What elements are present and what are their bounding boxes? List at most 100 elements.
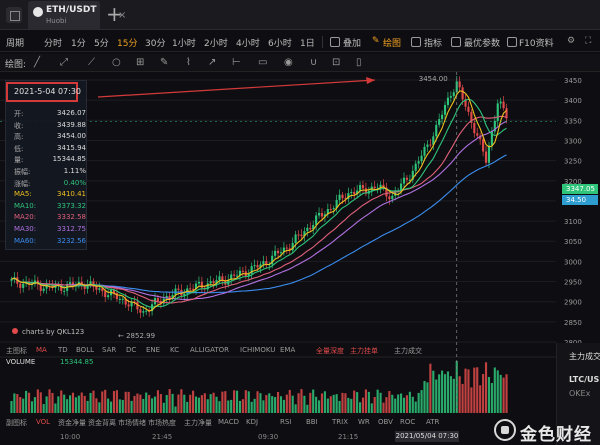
candle-body [136, 301, 139, 310]
sub-indicator-7[interactable]: MACD [218, 418, 239, 426]
info-row: MA60: 3232.56 [14, 237, 86, 247]
tab-close-icon[interactable]: × [118, 10, 127, 21]
add-tab-icon[interactable]: + [106, 2, 123, 26]
period-4h[interactable]: 4小时 [236, 39, 260, 49]
delete-tool-icon[interactable]: ▯ [356, 57, 362, 68]
sub-indicator-13[interactable]: OBV [378, 418, 393, 426]
comment-tool-icon[interactable]: ▭ [258, 57, 268, 68]
indicator-5[interactable]: DC [126, 346, 137, 354]
volume-bar [115, 390, 118, 413]
volume-bar [98, 402, 101, 413]
period-15m[interactable]: 15分 [117, 39, 138, 49]
measure-tool-icon[interactable]: ⊢ [232, 57, 241, 68]
volume-bar [458, 376, 461, 413]
ray-tool-icon[interactable]: ⤢ [60, 57, 68, 68]
date-highlight-box [6, 82, 78, 102]
chart-credit: charts by QKL123 [22, 328, 84, 336]
volume-bar [130, 400, 133, 413]
sub-indicator-2[interactable]: 资金净量 [58, 419, 86, 427]
candle-body [133, 301, 136, 303]
sub-indicator-5[interactable]: 市场热度 [148, 419, 176, 427]
candle-body [233, 274, 236, 276]
period-6h[interactable]: 6小时 [268, 39, 292, 49]
kline-chart[interactable]: 3450340033503300325032003150310030503000… [0, 72, 600, 445]
settings-gear-icon[interactable]: ⚙ [567, 36, 576, 46]
period-1d[interactable]: 1日 [300, 39, 315, 49]
volume-bar [411, 396, 414, 413]
volume-bar [408, 391, 411, 413]
sub-indicator-9[interactable]: RSI [280, 418, 292, 426]
brush-tool-icon[interactable]: ✎ [160, 57, 169, 68]
draw-button[interactable]: 绘图 [383, 39, 402, 49]
chart-overlays: 3454.00 ← 2852.99 charts by QKL123 [0, 72, 556, 413]
indicator-4[interactable]: SAR [102, 346, 117, 354]
line-tool-icon[interactable]: ╱ [34, 57, 41, 68]
app-menu-icon[interactable] [6, 7, 22, 23]
overlay-button[interactable]: 叠加 [343, 39, 362, 49]
f10-button[interactable]: F10资料 [519, 39, 554, 49]
volume-bar [271, 396, 274, 413]
volume-bar [332, 394, 335, 413]
sub-indicator-4[interactable]: 市场情绪 [118, 419, 146, 427]
indicator-13[interactable]: 主力成交 [394, 347, 422, 355]
sub-indicator-12[interactable]: WR [358, 418, 370, 426]
volume-bar [294, 404, 297, 413]
volume-bar [139, 394, 142, 413]
volume-bar [209, 394, 212, 413]
sub-indicator-8[interactable]: KDJ [246, 418, 259, 426]
candle-body [487, 145, 491, 163]
period-1m[interactable]: 1分 [71, 39, 86, 49]
lock-tool-icon[interactable]: ⊡ [332, 57, 341, 68]
path-tool-icon[interactable]: ⌇ [186, 57, 191, 68]
sub-indicator-14[interactable]: ROC [400, 418, 416, 426]
drawing-label: 绘图: [5, 60, 27, 70]
rect-tool-icon[interactable]: ⊞ [136, 57, 145, 68]
sub-indicator-11[interactable]: TRIX [332, 418, 348, 426]
sub-indicator-15[interactable]: ATR [426, 418, 440, 426]
period-2h[interactable]: 2小时 [204, 39, 228, 49]
eye-tool-icon[interactable]: ◉ [284, 57, 293, 68]
trend-tool-icon[interactable]: ⟋ [88, 57, 95, 68]
indicator-button[interactable]: 指标 [424, 39, 443, 49]
period-1h[interactable]: 1小时 [172, 39, 196, 49]
sub-indicator-10[interactable]: BBI [306, 418, 318, 426]
period-5m[interactable]: 5分 [94, 39, 109, 49]
indicator-1[interactable]: MA [36, 346, 47, 354]
chart-canvas[interactable]: 3450340033503300325032003150310030503000… [0, 72, 600, 445]
fullscreen-icon[interactable]: ⛶ [585, 36, 592, 46]
candle-body [361, 185, 365, 189]
magnet-tool-icon[interactable]: ∪ [310, 57, 318, 68]
indicator-8[interactable]: ALLIGATOR [190, 346, 229, 354]
indicator-7[interactable]: KC [170, 346, 180, 354]
indicator-2[interactable]: TD [58, 346, 68, 354]
period-30m[interactable]: 30分 [145, 39, 166, 49]
side-panel-pair[interactable]: LTC/USD [569, 375, 600, 384]
tab-eth-usdt[interactable]: ETH/USDT Huobi × [28, 1, 126, 30]
volume-bar [171, 393, 174, 413]
candle-body [402, 177, 406, 184]
arrow-tool-icon[interactable]: ↗ [208, 57, 217, 68]
volume-bar [177, 394, 180, 413]
main-trade-side-panel[interactable]: 主力成交 LTC/USD OKEx [556, 343, 600, 445]
sub-indicator-1[interactable]: VOL [36, 418, 51, 426]
indicator-3[interactable]: BOLL [76, 346, 94, 354]
indicator-9[interactable]: ICHIMOKU [240, 346, 276, 354]
candle-body [449, 96, 452, 98]
sub-indicator-6[interactable]: 主力净量 [184, 419, 212, 427]
circle-tool-icon[interactable]: ○ [112, 57, 121, 68]
indicator-12[interactable]: 主力挂单 [350, 347, 378, 355]
best-params-button[interactable]: 最优参数 [464, 39, 501, 49]
volume-bar [66, 399, 69, 413]
candle-body [479, 135, 482, 140]
indicator-11[interactable]: 全量深度 [316, 347, 344, 355]
sub-indicator-3[interactable]: 资金背离 [88, 419, 116, 427]
candle-body [218, 276, 221, 281]
info-value: 0.40% [63, 178, 86, 187]
period-timeshare[interactable]: 分时 [44, 39, 63, 49]
indicator-6[interactable]: ENE [146, 346, 161, 354]
volume-bar [124, 391, 127, 413]
indicator-10[interactable]: EMA [280, 346, 296, 354]
candle-body [253, 265, 256, 267]
volume-bar [63, 394, 66, 413]
candle-body [145, 310, 148, 312]
